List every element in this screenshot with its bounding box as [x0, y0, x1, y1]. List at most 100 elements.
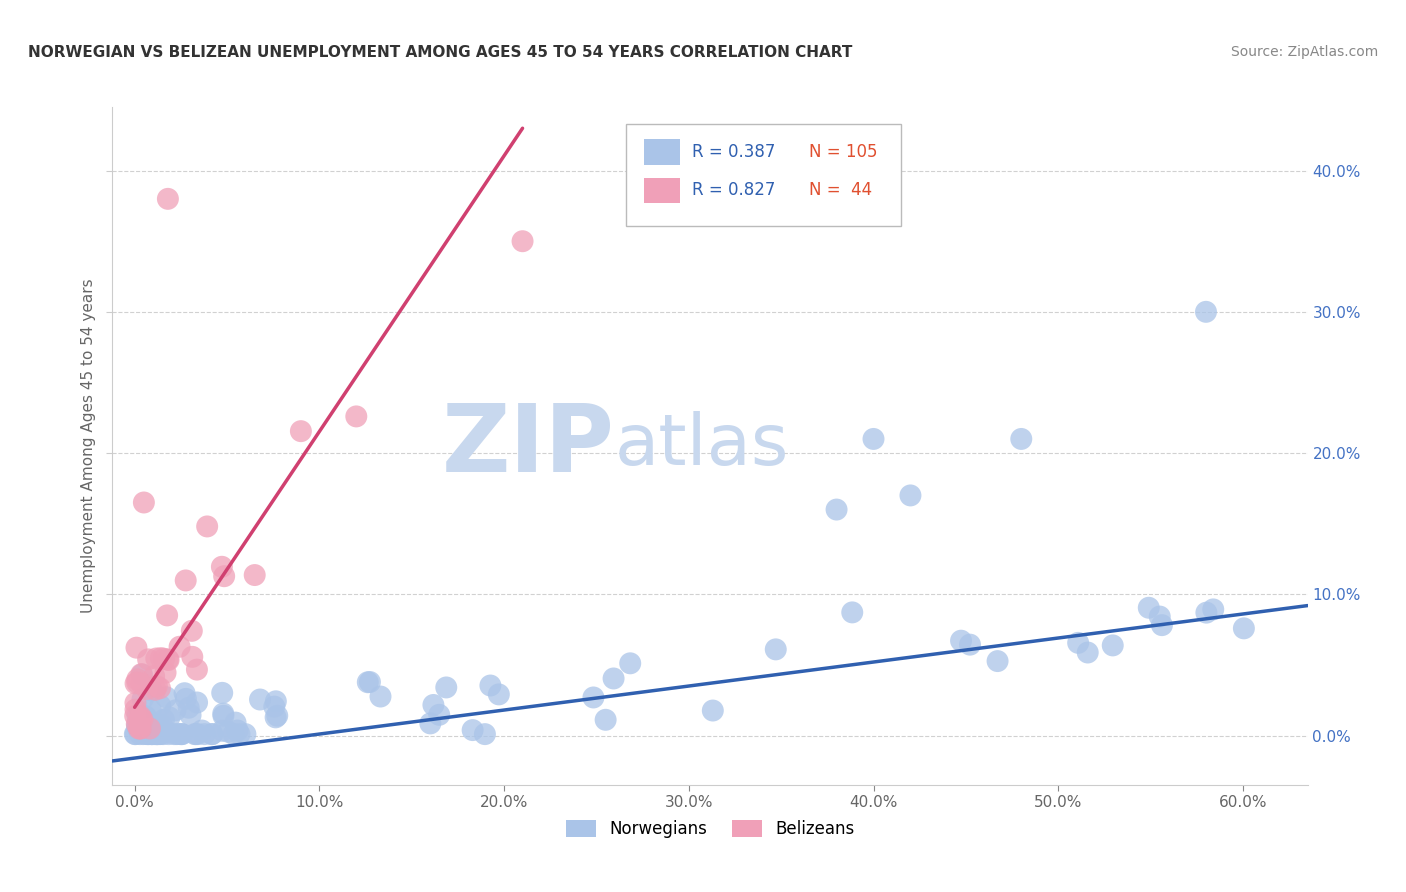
Point	[595, 713, 617, 727]
Point	[1067, 636, 1090, 650]
Point	[181, 649, 204, 664]
Point	[153, 652, 176, 666]
Point	[148, 718, 170, 732]
Legend: Norwegians, Belizeans: Norwegians, Belizeans	[560, 813, 860, 845]
Point	[841, 606, 863, 620]
Point	[128, 722, 150, 736]
Point	[1195, 305, 1218, 319]
Text: atlas: atlas	[614, 411, 789, 481]
Point	[1077, 646, 1099, 660]
Point	[136, 727, 159, 741]
Point	[582, 690, 605, 705]
Point	[135, 727, 157, 741]
Point	[419, 716, 441, 731]
Point	[184, 727, 207, 741]
Text: NORWEGIAN VS BELIZEAN UNEMPLOYMENT AMONG AGES 45 TO 54 YEARS CORRELATION CHART: NORWEGIAN VS BELIZEAN UNEMPLOYMENT AMONG…	[28, 45, 852, 60]
Point	[124, 709, 146, 723]
Text: Source: ZipAtlas.com: Source: ZipAtlas.com	[1230, 45, 1378, 59]
Point	[201, 727, 224, 741]
Point	[150, 718, 173, 732]
Point	[1202, 602, 1225, 616]
Point	[235, 727, 257, 741]
Point	[141, 683, 163, 698]
Point	[136, 714, 159, 729]
Text: N = 105: N = 105	[810, 143, 877, 161]
Point	[191, 723, 214, 738]
Point	[127, 708, 149, 723]
Point	[127, 675, 149, 690]
Point	[129, 709, 152, 723]
Point	[264, 710, 287, 724]
Point	[157, 653, 180, 667]
Point	[155, 665, 177, 680]
Point	[1195, 606, 1218, 620]
Point	[211, 686, 233, 700]
Point	[125, 640, 148, 655]
Point	[157, 710, 180, 724]
Point	[136, 652, 159, 666]
Point	[184, 727, 207, 741]
Point	[1233, 621, 1256, 635]
Point	[226, 723, 249, 738]
Point	[165, 703, 187, 717]
Point	[124, 676, 146, 690]
Point	[602, 672, 624, 686]
Point	[132, 724, 155, 739]
Point	[180, 708, 202, 723]
Point	[169, 640, 191, 654]
Point	[427, 707, 450, 722]
Point	[146, 679, 169, 693]
Point	[129, 722, 152, 736]
Point	[290, 424, 312, 438]
Point	[987, 654, 1010, 668]
Point	[156, 192, 179, 206]
Point	[173, 686, 195, 700]
Point	[128, 722, 150, 736]
Point	[145, 651, 167, 665]
Point	[1101, 639, 1123, 653]
Point	[127, 720, 149, 734]
Point	[702, 704, 724, 718]
Point	[124, 727, 146, 741]
Point	[166, 727, 188, 741]
Point	[172, 727, 194, 741]
Text: R = 0.387: R = 0.387	[692, 143, 776, 161]
Point	[228, 727, 250, 741]
Point	[765, 642, 787, 657]
Point	[148, 727, 170, 741]
Point	[434, 681, 457, 695]
Point	[146, 727, 169, 741]
Point	[512, 234, 534, 248]
Point	[149, 651, 172, 665]
Point	[1137, 600, 1160, 615]
Point	[156, 652, 179, 666]
Point	[138, 727, 160, 741]
Point	[139, 703, 162, 717]
Point	[129, 712, 152, 726]
Point	[146, 727, 169, 741]
Point	[177, 700, 200, 714]
Text: ZIP: ZIP	[441, 400, 614, 492]
Point	[186, 696, 208, 710]
Point	[370, 690, 392, 704]
Point	[479, 679, 502, 693]
Point	[217, 724, 239, 739]
Point	[149, 727, 172, 741]
Bar	[644, 139, 681, 165]
Bar	[644, 178, 681, 203]
Point	[146, 717, 169, 731]
Point	[264, 694, 287, 708]
Text: R = 0.827: R = 0.827	[692, 181, 776, 200]
Point	[222, 727, 245, 741]
Point	[127, 673, 149, 687]
Point	[145, 727, 167, 741]
Point	[344, 409, 367, 424]
Point	[170, 727, 193, 741]
Point	[157, 727, 180, 741]
Point	[357, 675, 380, 690]
Point	[153, 713, 176, 727]
Point	[249, 692, 271, 706]
Point	[149, 681, 172, 696]
Point	[141, 727, 163, 741]
Point	[146, 727, 169, 741]
